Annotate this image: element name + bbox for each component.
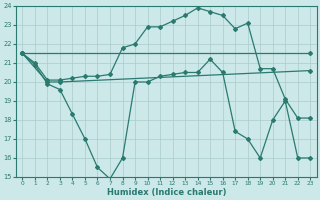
- X-axis label: Humidex (Indice chaleur): Humidex (Indice chaleur): [107, 188, 226, 197]
